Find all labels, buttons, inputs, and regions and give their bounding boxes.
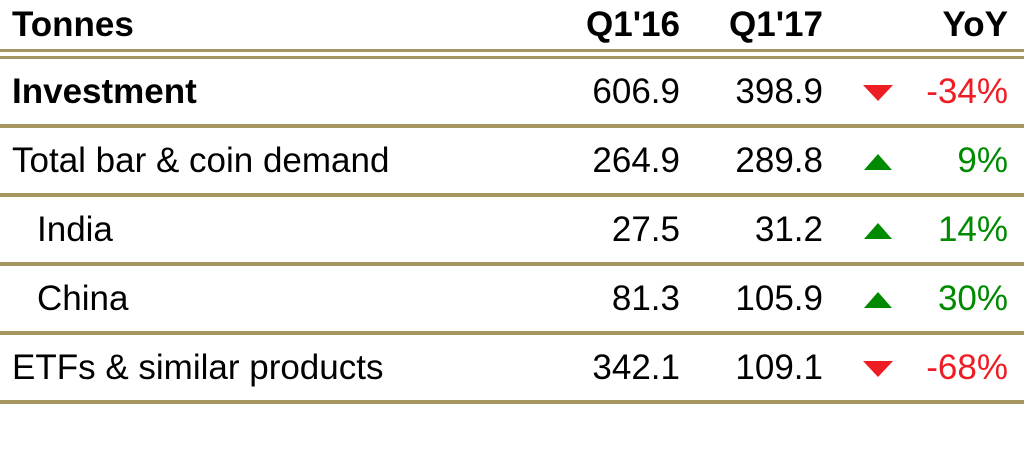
table-row-investment: Investment 606.9 398.9 -34%	[0, 59, 1024, 128]
q117-value: 31.2	[754, 209, 823, 249]
q116-value: 264.9	[592, 140, 680, 180]
trend-up-icon	[864, 153, 892, 170]
q117-value: 105.9	[735, 278, 823, 318]
column-header-q116: Q1'16	[586, 4, 680, 44]
yoy-value: -34%	[926, 71, 1008, 111]
yoy-value: 30%	[937, 278, 1008, 318]
row-label: ETFs & similar products	[12, 347, 384, 387]
table-row-total-bar-coin-demand: Total bar & coin demand 264.9 289.8 9%	[0, 128, 1024, 197]
q116-value: 81.3	[611, 278, 680, 318]
q117-value: 109.1	[735, 347, 823, 387]
q117-value: 289.8	[735, 140, 823, 180]
trend-down-icon	[863, 84, 893, 101]
column-header-q117: Q1'17	[729, 4, 823, 44]
column-header-tonnes: Tonnes	[12, 4, 134, 44]
gold-demand-table: Tonnes Q1'16 Q1'17 YoY Investment 606.9 …	[0, 0, 1024, 404]
column-header-yoy: YoY	[942, 4, 1008, 44]
row-label: Investment	[12, 71, 197, 111]
row-label: India	[37, 209, 113, 249]
table-header-row: Tonnes Q1'16 Q1'17 YoY	[0, 0, 1024, 59]
q116-value: 606.9	[592, 71, 680, 111]
q116-value: 27.5	[611, 209, 680, 249]
table-row-etfs-similar-products: ETFs & similar products 342.1 109.1 -68%	[0, 335, 1024, 404]
q117-value: 398.9	[735, 71, 823, 111]
yoy-value: 9%	[957, 140, 1008, 180]
row-label: China	[37, 278, 129, 318]
q116-value: 342.1	[592, 347, 680, 387]
table-row-china: China 81.3 105.9 30%	[0, 266, 1024, 335]
row-label: Total bar & coin demand	[12, 140, 390, 180]
table-row-india: India 27.5 31.2 14%	[0, 197, 1024, 266]
trend-up-icon	[864, 222, 892, 239]
yoy-value: 14%	[937, 209, 1008, 249]
yoy-value: -68%	[926, 347, 1008, 387]
trend-down-icon	[863, 360, 893, 377]
trend-up-icon	[864, 291, 892, 308]
